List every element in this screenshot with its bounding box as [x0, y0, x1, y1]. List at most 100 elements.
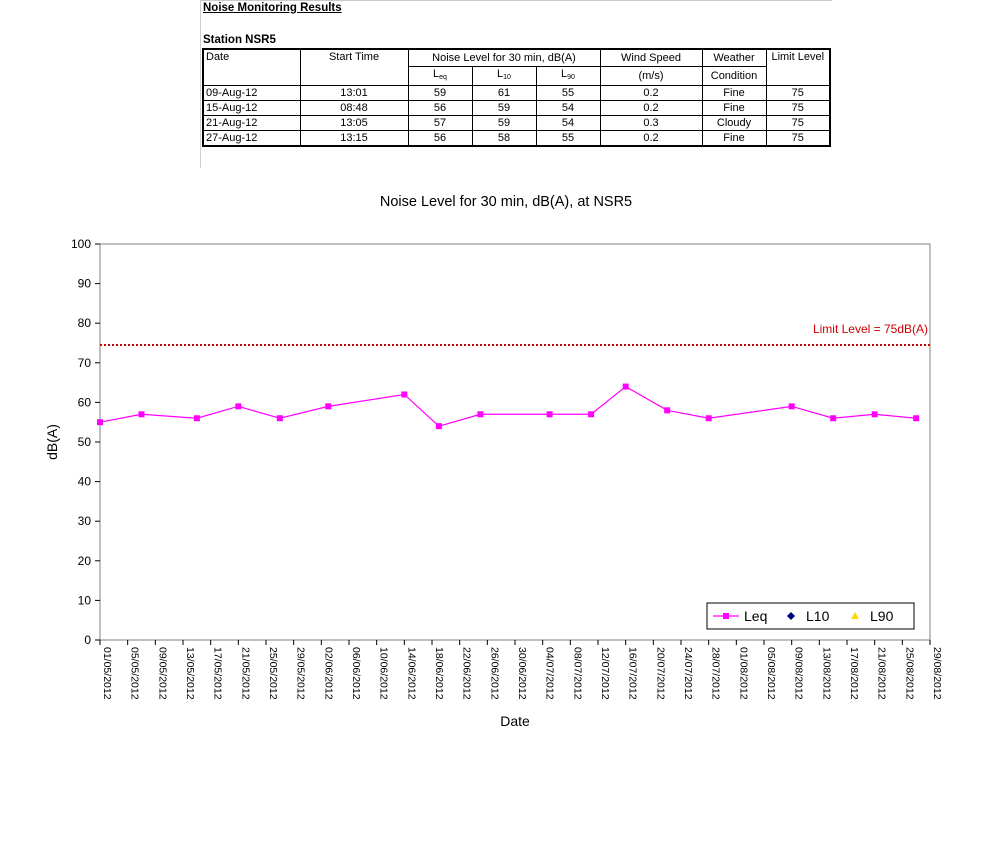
cell-start-time: 13:15 [299, 130, 409, 147]
cell-start-time: 08:48 [299, 100, 409, 116]
y-tick-label: 90 [78, 277, 92, 291]
x-tick-label: 05/05/2012 [129, 647, 141, 700]
data-point-leq [276, 415, 283, 422]
legend-label-l10: L10 [806, 608, 830, 624]
header-l10-sub: 10 [503, 74, 511, 81]
x-tick-label: 02/06/2012 [322, 647, 334, 700]
x-tick-label: 17/05/2012 [212, 647, 224, 700]
data-point-leq [97, 419, 103, 426]
cell-weather: Fine [701, 130, 767, 147]
x-tick-label: 14/06/2012 [405, 647, 417, 700]
table-row: 15-Aug-12 08:48 56 59 54 0.2 Fine 75 [202, 100, 831, 116]
x-tick-label: 28/07/2012 [710, 647, 722, 700]
x-tick-label: 09/05/2012 [156, 647, 168, 700]
cell-leq: 59 [407, 85, 473, 101]
cell-start-time: 13:05 [299, 115, 409, 131]
header-leq-sub: eq [439, 74, 447, 81]
x-tick-label: 20/07/2012 [654, 647, 666, 700]
x-tick-label: 04/07/2012 [544, 647, 556, 700]
table-row: 21-Aug-12 13:05 57 59 54 0.3 Cloudy 75 [202, 115, 831, 131]
header-l90-sub: 90 [567, 74, 575, 81]
data-point-leq [871, 411, 878, 418]
table-row: 27-Aug-12 13:15 56 58 55 0.2 Fine 75 [202, 130, 831, 147]
x-tick-label: 12/07/2012 [599, 647, 611, 700]
data-point-leq [588, 411, 595, 418]
data-point-leq [325, 403, 332, 410]
results-table: Date Start Time Noise Level for 30 min, … [202, 48, 831, 147]
x-tick-label: 29/08/2012 [931, 647, 943, 700]
cell-start-time: 13:01 [299, 85, 409, 101]
cell-weather: Fine [701, 85, 767, 101]
table-row: 09-Aug-12 13:01 59 61 55 0.2 Fine 75 [202, 85, 831, 101]
x-tick-label: 13/05/2012 [184, 647, 196, 700]
x-tick-label: 05/08/2012 [765, 647, 777, 700]
cell-limit: 75 [765, 130, 831, 147]
y-axis: 0 10 20 30 40 50 60 70 80 90 100 [71, 237, 100, 647]
cell-l10: 61 [471, 85, 537, 101]
data-point-leq [788, 403, 795, 410]
legend: Leq L10 L90 [706, 602, 915, 630]
cell-leq: 57 [407, 115, 473, 131]
cell-l90: 54 [535, 115, 601, 131]
data-point-leq [705, 415, 712, 422]
data-point-leq [435, 423, 442, 430]
header-noise-level: Noise Level for 30 min, dB(A) [407, 48, 601, 67]
x-tick-label: 21/05/2012 [239, 647, 251, 700]
y-tick-label: 80 [78, 316, 92, 330]
cell-leq: 56 [407, 100, 473, 116]
y-tick-label: 10 [78, 593, 92, 607]
y-tick-label: 50 [78, 435, 92, 449]
report-title: Noise Monitoring Results [203, 2, 342, 14]
series-layer [97, 383, 920, 430]
x-tick-label: 06/06/2012 [350, 647, 362, 700]
plot-area [99, 243, 931, 641]
y-tick-label: 100 [71, 237, 91, 251]
cell-date: 09-Aug-12 [202, 85, 301, 101]
x-tick-label: 21/08/2012 [876, 647, 888, 700]
station-title: Station NSR5 [203, 34, 276, 46]
legend-label-leq: Leq [744, 608, 767, 624]
header-l90-main: L [561, 68, 568, 80]
limit-level-label: Limit Level = 75dB(A) [813, 322, 928, 336]
y-tick-label: 20 [78, 554, 92, 568]
cell-limit: 75 [765, 85, 831, 101]
cell-limit: 75 [765, 115, 831, 131]
limit-level-group: Limit Level = 75dB(A) [100, 322, 930, 346]
legend-marker-l10 [787, 612, 795, 620]
header-weather-2: Condition [701, 66, 767, 86]
chart-title: Noise Level for 30 min, dB(A), at NSR5 [380, 194, 632, 210]
cell-weather: Fine [701, 100, 767, 116]
x-tick-label: 01/05/2012 [101, 647, 113, 700]
header-wind-speed: Wind Speed [599, 48, 703, 67]
header-start-time: Start Time [299, 48, 409, 86]
data-point-leq [138, 411, 145, 418]
x-tick-label: 24/07/2012 [682, 647, 694, 700]
x-tick-label: 25/05/2012 [267, 647, 279, 700]
sheet-top-border [201, 0, 832, 1]
y-tick-label: 30 [78, 514, 92, 528]
legend-marker-leq [723, 613, 729, 619]
header-l10-main: L [497, 68, 504, 80]
x-tick-label: 26/06/2012 [488, 647, 500, 700]
x-tick-label: 08/07/2012 [571, 647, 583, 700]
header-leq-main: L [433, 68, 440, 80]
cell-wind-speed: 0.3 [599, 115, 703, 131]
cell-weather: Cloudy [701, 115, 767, 131]
header-l90: L90 [535, 66, 601, 86]
x-tick-label: 01/08/2012 [737, 647, 749, 700]
cell-l10: 59 [471, 100, 537, 116]
x-tick-label: 29/05/2012 [295, 647, 307, 700]
data-point-leq [664, 407, 671, 414]
x-tick-label: 30/06/2012 [516, 647, 528, 700]
data-point-leq [622, 383, 629, 390]
legend-box [706, 602, 915, 630]
data-point-leq [193, 415, 200, 422]
data-point-leq [235, 403, 242, 410]
header-limit-level: Limit Level [765, 48, 831, 86]
header-date: Date [202, 48, 301, 86]
x-axis: 01/05/2012 05/05/2012 09/05/2012 13/05/2012… [99, 640, 943, 700]
x-tick-label: 25/08/2012 [903, 647, 915, 700]
x-tick-label: 10/06/2012 [378, 647, 390, 700]
cell-l90: 54 [535, 100, 601, 116]
legend-label-l90: L90 [870, 608, 894, 624]
